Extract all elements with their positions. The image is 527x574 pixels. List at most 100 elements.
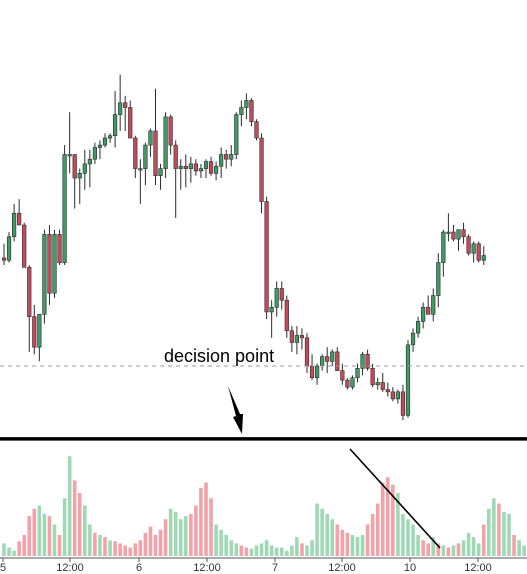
candle-body	[264, 201, 269, 313]
volume-bar	[22, 535, 26, 556]
x-tick-label: 12:00	[328, 562, 356, 574]
volume-bar	[72, 480, 77, 556]
volume-bar	[269, 545, 274, 556]
candle-body	[410, 332, 416, 346]
candle	[330, 349, 335, 366]
candle	[476, 241, 481, 263]
candle-body	[27, 266, 32, 317]
candle-body	[62, 154, 67, 263]
x-tick-label: 12:00	[464, 562, 492, 574]
candle-body	[299, 335, 305, 339]
candle	[350, 375, 355, 390]
candle	[193, 159, 199, 176]
candle-body	[254, 121, 259, 139]
volume-bar	[310, 540, 314, 556]
candle-body	[92, 147, 97, 160]
candle-body	[441, 231, 446, 263]
candle	[37, 313, 42, 362]
volume-bar	[360, 535, 365, 556]
candle-body	[107, 135, 113, 139]
candle-body	[320, 356, 325, 367]
volume-bar	[163, 519, 168, 556]
candle-body	[274, 288, 279, 308]
candle	[82, 149, 87, 190]
candle-body	[32, 316, 37, 348]
candle	[219, 147, 224, 178]
volume-bar	[481, 524, 486, 556]
volume-bar	[209, 498, 213, 556]
candle	[128, 100, 133, 139]
volume-bar	[168, 508, 173, 556]
volume-bar	[290, 545, 294, 556]
volume-bar	[411, 524, 415, 556]
candle	[259, 133, 264, 214]
volume-bar	[471, 537, 476, 556]
candle	[380, 373, 385, 392]
candle	[249, 98, 254, 127]
candle	[441, 229, 446, 277]
volume-bar	[391, 484, 395, 556]
candle-body	[421, 306, 426, 322]
volume-bar	[350, 535, 355, 556]
volume-bar	[204, 482, 208, 556]
volume-bar	[239, 545, 244, 556]
volume-bar	[279, 547, 284, 556]
candle	[400, 384, 406, 421]
candle	[421, 302, 426, 329]
volume-bar	[466, 532, 471, 556]
volume-bar	[2, 543, 6, 556]
volume-bar	[259, 543, 264, 556]
volume-bars	[2, 456, 526, 556]
candle	[72, 154, 77, 209]
candle	[102, 133, 108, 148]
candle	[123, 95, 128, 131]
volume-bar	[128, 547, 133, 556]
candle	[67, 112, 72, 174]
volume-bar	[370, 514, 375, 556]
candle-body	[436, 262, 441, 296]
candle	[461, 222, 466, 244]
candle-body	[375, 382, 380, 386]
volume-bar	[456, 543, 461, 556]
volume-bar	[436, 543, 441, 556]
candle	[17, 199, 22, 226]
candle-body	[309, 365, 315, 379]
volume-bar	[502, 511, 506, 556]
volume-bar	[118, 543, 122, 556]
volume-bar	[254, 545, 259, 556]
volume-bar	[522, 545, 526, 556]
candle-body	[350, 377, 355, 388]
candle-body	[1, 257, 7, 261]
volume-bar	[47, 516, 52, 556]
volume-bar	[461, 540, 466, 556]
volume-bar	[476, 543, 481, 556]
volume-bar	[108, 540, 112, 556]
volume-bar	[295, 537, 299, 556]
volume-bar	[330, 519, 335, 556]
candle	[269, 300, 274, 338]
volume-bar	[492, 498, 496, 556]
volume-bar	[345, 532, 350, 556]
volume-bar	[320, 508, 324, 556]
candle	[163, 112, 168, 178]
candle	[198, 163, 204, 178]
candle-body	[52, 234, 57, 294]
x-tick-label: 5	[0, 562, 6, 574]
volume-bar	[396, 493, 400, 556]
candle	[57, 229, 62, 265]
candle	[158, 163, 163, 190]
candle	[345, 377, 350, 390]
volume-bar	[401, 514, 405, 556]
candle	[410, 328, 416, 352]
candle	[274, 281, 279, 317]
candle-body	[355, 368, 360, 379]
volume-bar	[88, 524, 92, 556]
volume-bar	[340, 529, 345, 556]
candle-body	[229, 154, 234, 160]
candle-body	[12, 212, 17, 238]
candle	[92, 142, 97, 164]
volume-bar	[234, 543, 239, 556]
volume-bar	[451, 545, 456, 556]
candle	[188, 156, 193, 183]
